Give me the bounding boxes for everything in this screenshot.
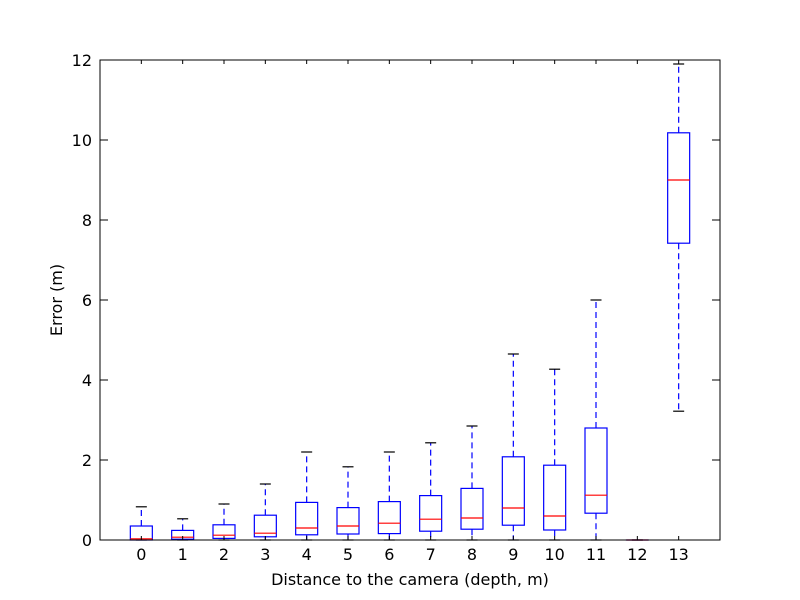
iqr-box: [377, 501, 401, 535]
iqr-box: [295, 501, 319, 536]
x-tick-label: 13: [668, 545, 688, 564]
y-axis-label: Error (m): [47, 264, 66, 336]
y-tick-label: 0: [82, 531, 92, 550]
x-axis: 0 1 2 3 4 5 6 7 8 9 10 11 12 13: [136, 60, 689, 564]
iqr-box: [543, 464, 567, 531]
x-tick-label: 4: [302, 545, 312, 564]
x-tick-label: 5: [343, 545, 353, 564]
x-tick-label: 11: [586, 545, 606, 564]
x-tick-label: 9: [508, 545, 518, 564]
x-axis-label: Distance to the camera (depth, m): [271, 570, 549, 589]
iqr-box: [501, 456, 525, 526]
x-tick-label: 1: [178, 545, 188, 564]
y-tick-label: 8: [82, 211, 92, 230]
x-tick-label: 10: [544, 545, 564, 564]
y-axis: 0 2 4 6 8 10 12: [72, 51, 720, 550]
x-tick-label: 0: [136, 545, 146, 564]
y-tick-label: 12: [72, 51, 92, 70]
y-tick-label: 2: [82, 451, 92, 470]
box-group-11: [584, 299, 608, 541]
plot-area: [100, 60, 720, 540]
x-tick-label: 8: [467, 545, 477, 564]
box-group-7: [419, 442, 443, 541]
y-tick-label: 4: [82, 371, 92, 390]
y-tick-label: 6: [82, 291, 92, 310]
y-tick-label: 10: [72, 131, 92, 150]
iqr-box: [667, 132, 691, 244]
iqr-box: [584, 427, 608, 514]
x-tick-label: 3: [260, 545, 270, 564]
x-tick-label: 2: [219, 545, 229, 564]
x-tick-label: 12: [627, 545, 647, 564]
box-group-13: [667, 63, 691, 412]
iqr-box: [460, 487, 484, 530]
x-tick-label: 6: [384, 545, 394, 564]
x-tick-label: 7: [426, 545, 436, 564]
iqr-box: [336, 507, 360, 535]
iqr-box: [419, 495, 443, 532]
